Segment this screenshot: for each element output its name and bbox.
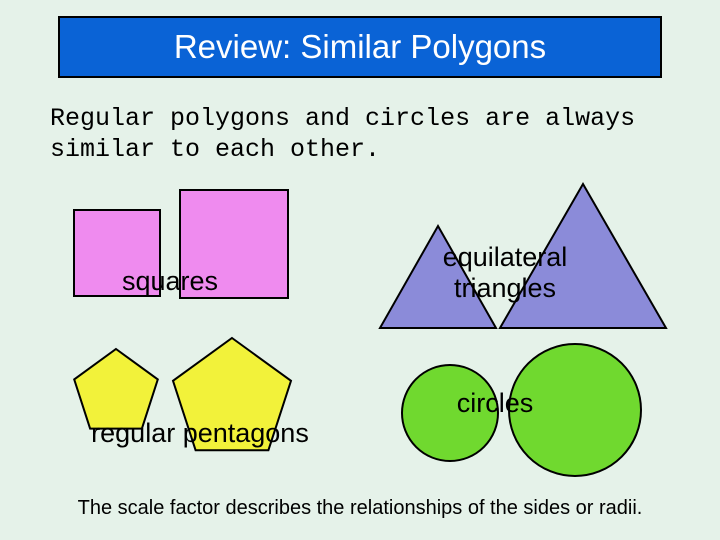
pentagons-shape-0 xyxy=(74,349,158,429)
label-squares: squares xyxy=(110,266,230,297)
label-pentagons: regular pentagons xyxy=(70,418,330,449)
label-circles: circles xyxy=(430,388,560,419)
label-triangles: equilateral triangles xyxy=(400,242,610,304)
shape-layer xyxy=(0,0,720,540)
